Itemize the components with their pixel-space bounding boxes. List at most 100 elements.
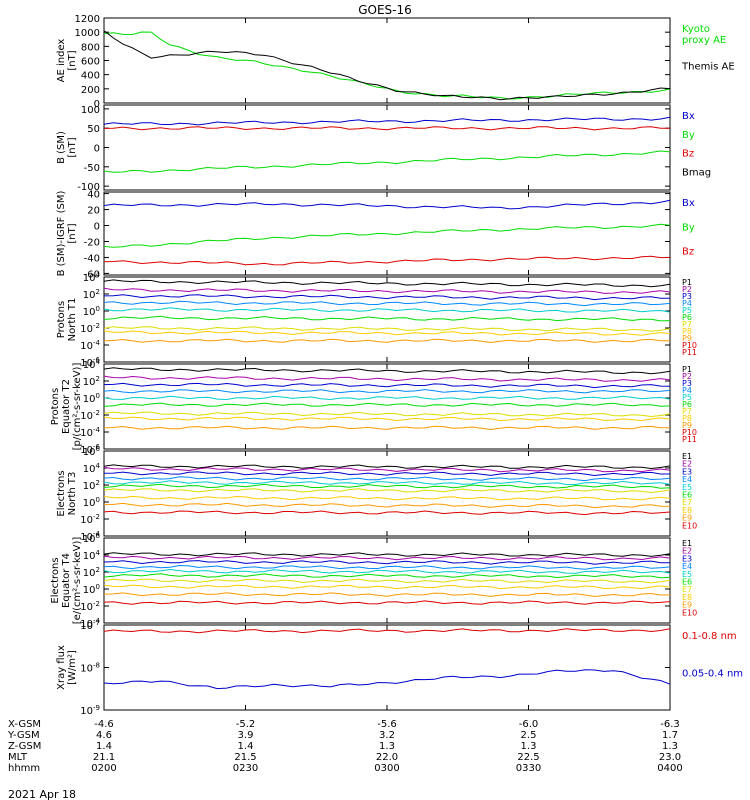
y-tick-label: 40 xyxy=(87,190,100,201)
y-tick-label: 106 xyxy=(83,445,101,458)
legend-entry: E3 xyxy=(682,467,692,476)
orbit-value: 2.5 xyxy=(521,730,537,741)
legend-entry: P2 xyxy=(682,372,692,381)
y-tick-label: 1200 xyxy=(75,14,100,25)
y-axis-label: B (SM)[nT] xyxy=(56,131,78,164)
legend-entry: Bz xyxy=(682,149,694,160)
series-line xyxy=(103,425,671,431)
legend-entry: E8 xyxy=(682,506,692,515)
legend-entry: E10 xyxy=(682,608,697,617)
orbit-row-label: MLT xyxy=(8,752,28,763)
orbit-table: X-GSM -4.6 -5.2 -5.6 -6.0 -6.3 Y-GSM 4.6 3.9 3.2 2… xyxy=(7,719,683,774)
legend-entry-line: E5 xyxy=(682,483,692,492)
legend-entry-line: E9 xyxy=(682,514,692,523)
legend-entry-line: E4 xyxy=(682,562,692,571)
y-tick-label: 10-2 xyxy=(80,513,100,526)
legend-entry: E5 xyxy=(682,570,692,579)
legend-entry-line: P4 xyxy=(682,386,692,395)
y-tick-exponent: -6 xyxy=(93,356,101,364)
orbit-value: -5.6 xyxy=(377,719,397,730)
orbit-value: -5.2 xyxy=(236,719,256,730)
series-line xyxy=(103,300,671,307)
legend-entry-line: 0.1-0.8 nm xyxy=(682,631,737,642)
legend-entry-line: E8 xyxy=(682,506,692,515)
legend-entry-line: P8 xyxy=(682,327,692,336)
legend-entry-line: E1 xyxy=(682,539,692,548)
legend-entry-line: P7 xyxy=(682,407,692,416)
orbit-value: 1.3 xyxy=(521,741,537,752)
series-line xyxy=(103,628,671,634)
legend-entry-line: P4 xyxy=(682,299,692,308)
series-line xyxy=(103,483,671,489)
legend-entry: P10 xyxy=(682,428,697,437)
legend-entry: P1 xyxy=(682,278,692,287)
series-line xyxy=(103,466,671,473)
series-line xyxy=(103,480,671,486)
y-tick-label: 100 xyxy=(83,305,100,318)
y-axis-label: ProtonsEquator T2[p/(cm²-s-sr-keV)] xyxy=(50,363,83,451)
orbit-row-label: Z-GSM xyxy=(8,741,41,752)
y-tick-exponent: -9 xyxy=(93,704,100,712)
orbit-value: 0330 xyxy=(516,763,541,774)
y-tick-exponent: -7 xyxy=(93,619,100,627)
y-tick-label: 20 xyxy=(87,206,100,217)
legend-entry: E9 xyxy=(682,514,692,523)
series-line xyxy=(103,375,671,382)
y-axis-label: AE index[nT] xyxy=(56,39,78,83)
legend-entry: P7 xyxy=(682,320,692,329)
orbit-row-label: Y-GSM xyxy=(7,730,40,741)
y-tick-exponent: -6 xyxy=(93,443,101,451)
y-axis-label-line: North T1 xyxy=(67,298,78,342)
series-line xyxy=(103,510,671,516)
series-line xyxy=(103,416,671,422)
legend-entry: P11 xyxy=(682,435,697,444)
orbit-value: 1.7 xyxy=(662,730,678,741)
y-tick-label: 800 xyxy=(81,42,100,53)
series-line xyxy=(103,669,671,690)
series-line xyxy=(103,223,671,248)
date-label: 2021 Apr 18 xyxy=(8,788,76,800)
legend-entry: P3 xyxy=(682,379,692,388)
legend-entry-line: P3 xyxy=(682,379,692,388)
y-tick-label: 10-2 xyxy=(80,409,100,422)
orbit-value: 22.0 xyxy=(376,752,398,763)
series-line xyxy=(103,471,670,477)
panel-frame xyxy=(103,624,671,711)
legend-entry-line: E6 xyxy=(682,491,692,500)
y-tick-label: 10-4 xyxy=(80,339,100,352)
y-tick-exponent: -2 xyxy=(93,513,100,521)
orbit-value: 3.9 xyxy=(238,730,254,741)
legend-entry: P2 xyxy=(682,285,692,294)
y-tick-exponent: 2 xyxy=(96,479,100,487)
y-axis-label-line: Xray flux xyxy=(56,645,67,690)
legend-entry-line: P5 xyxy=(682,306,692,315)
y-tick-exponent: -2 xyxy=(93,600,100,608)
legend-entry-line: proxy AE xyxy=(682,35,726,46)
y-tick-exponent: 2 xyxy=(96,375,100,383)
orbit-value: -6.3 xyxy=(660,719,680,730)
series-line xyxy=(103,464,671,470)
y-tick-label: 102 xyxy=(83,288,100,301)
panel-bigrf: -60 -40 -20 0 20 40 B (SM)-IGRF (SM)[nT] Bx By Bz xyxy=(56,190,695,281)
series-line xyxy=(103,31,671,100)
orbit-value: 0230 xyxy=(233,763,258,774)
y-tick-exponent: 4 xyxy=(96,358,101,366)
y-axis-label: B (SM)-IGRF (SM)[nT] xyxy=(56,191,78,277)
legend-entry: P8 xyxy=(682,414,692,423)
legend-entry: E6 xyxy=(682,491,692,500)
legend-entry-line: P6 xyxy=(682,400,692,409)
orbit-value: 0400 xyxy=(657,763,682,774)
legend-entry: 0.1-0.8 nm xyxy=(682,631,737,642)
legend-entry-line: P3 xyxy=(682,292,692,301)
y-tick-label: 100 xyxy=(83,583,100,596)
legend-entry-line: Bz xyxy=(682,247,694,258)
y-axis-label-line: [nT] xyxy=(67,223,78,243)
legend-entry-line: P2 xyxy=(682,285,692,294)
legend-entry: Bx xyxy=(682,111,695,122)
series-line xyxy=(103,315,671,322)
series-line xyxy=(103,255,671,266)
y-tick-exponent: -4 xyxy=(93,426,101,434)
y-axis-label-line: [nT] xyxy=(67,50,78,70)
